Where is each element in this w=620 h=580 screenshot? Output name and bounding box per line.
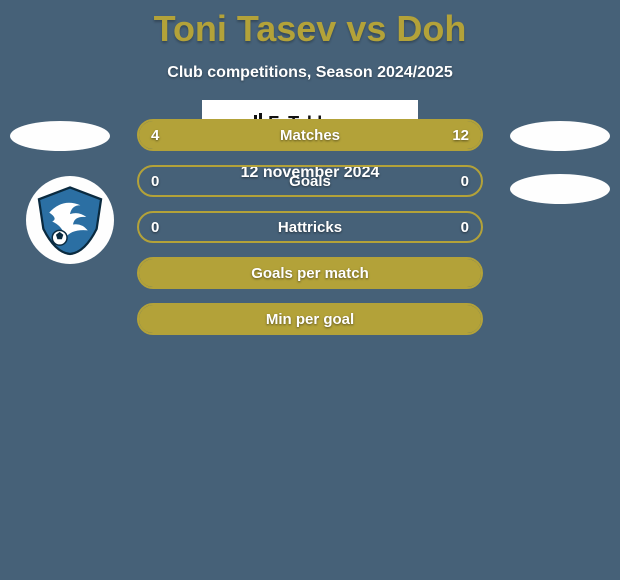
stat-label: Goals per match (251, 265, 369, 282)
stat-label: Goals (289, 173, 331, 190)
stat-value-left: 4 (151, 127, 159, 144)
stat-row: Min per goal (137, 303, 483, 335)
player-right-flag-1 (510, 121, 610, 151)
stat-row: Matches 4 12 (137, 119, 483, 151)
stat-row: Goals per match (137, 257, 483, 289)
stat-value-right: 0 (461, 219, 469, 236)
stat-label: Matches (280, 127, 340, 144)
page-title: Toni Tasev vs Doh (0, 0, 620, 50)
stat-value-right: 0 (461, 173, 469, 190)
stat-fill-right (225, 121, 482, 149)
player-right-flag-2 (510, 174, 610, 204)
stat-value-left: 0 (151, 219, 159, 236)
stat-label: Min per goal (266, 311, 354, 328)
stat-label: Hattricks (278, 219, 342, 236)
club-shield-icon (33, 183, 107, 257)
subtitle: Club competitions, Season 2024/2025 (0, 64, 620, 82)
stat-row: Hattricks 0 0 (137, 211, 483, 243)
stat-value-left: 0 (151, 173, 159, 190)
stat-value-right: 12 (452, 127, 469, 144)
stat-row: Goals 0 0 (137, 165, 483, 197)
player-left-club-badge (26, 176, 114, 264)
player-left-flag-1 (10, 121, 110, 151)
stats-comparison: Matches 4 12 Goals 0 0 Hattricks 0 0 Goals per ma… (137, 119, 483, 335)
